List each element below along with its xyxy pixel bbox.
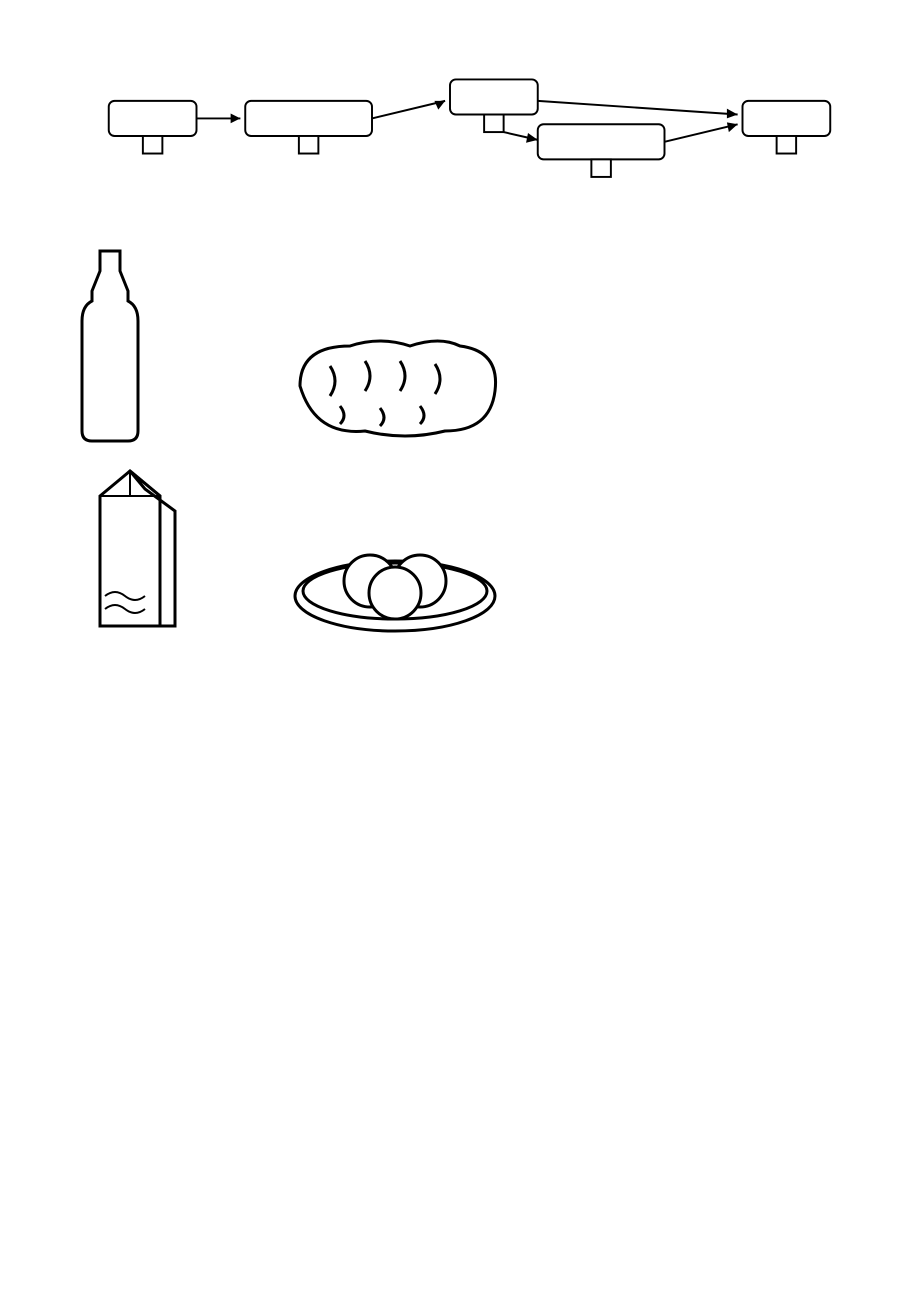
bread-icon [280,306,510,446]
beer-bottle-icon [70,246,150,446]
q20-diagram [60,70,860,211]
steamed-bun-icon [280,511,510,641]
yogurt-carton-icon [70,461,190,641]
q22-row2 [60,461,860,641]
q22-row1 [60,246,860,446]
